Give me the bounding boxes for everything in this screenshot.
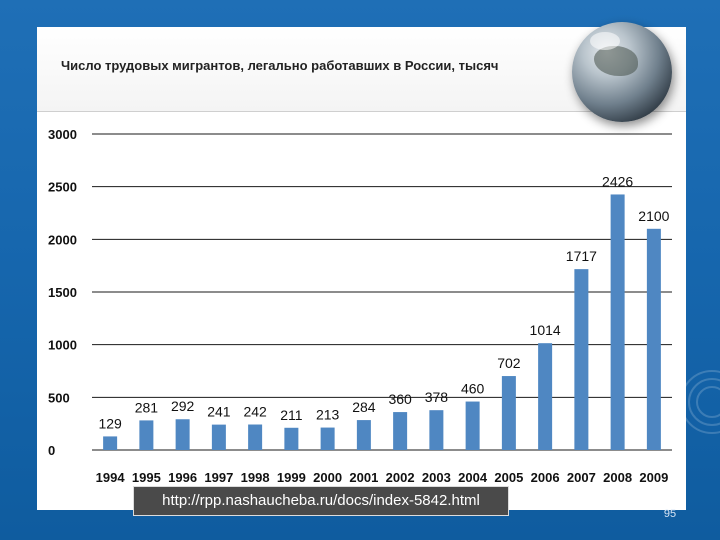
y-tick-label: 1500 (48, 285, 77, 300)
data-label: 702 (497, 355, 521, 371)
y-tick-label: 1000 (48, 338, 77, 353)
x-tick-label: 2003 (422, 470, 451, 485)
x-tick-label: 1995 (132, 470, 161, 485)
y-tick-label: 2500 (48, 180, 77, 195)
bar (356, 420, 371, 450)
bar (284, 427, 299, 450)
bar (429, 410, 444, 450)
bar (139, 420, 154, 450)
data-label: 1717 (566, 248, 597, 264)
x-tick-label: 2008 (603, 470, 632, 485)
data-label: 281 (135, 399, 159, 415)
x-tick-label: 1997 (204, 470, 233, 485)
x-tick-label: 2001 (349, 470, 378, 485)
chart-title: Число трудовых мигрантов, легально работ… (61, 58, 499, 73)
data-label: 1014 (530, 322, 561, 338)
y-tick-label: 500 (48, 390, 70, 405)
x-tick-label: 1998 (241, 470, 270, 485)
bar (538, 343, 553, 450)
y-tick-label: 3000 (48, 127, 77, 142)
page-number: 95 (663, 508, 677, 520)
x-tick-label: 1999 (277, 470, 306, 485)
bar (248, 424, 263, 450)
source-url-caption[interactable]: http://rpp.nashaucheba.ru/docs/index-584… (133, 486, 509, 516)
data-label: 360 (388, 391, 412, 407)
data-label: 211 (280, 407, 303, 423)
bar (211, 424, 226, 450)
x-tick-label: 1996 (168, 470, 197, 485)
globe-image (572, 22, 672, 122)
bar (393, 412, 408, 450)
bar (646, 228, 661, 450)
bar (501, 376, 516, 450)
bar (574, 269, 589, 450)
data-label: 129 (98, 415, 122, 431)
x-tick-label: 2002 (386, 470, 415, 485)
bar (320, 427, 335, 450)
x-tick-label: 1994 (96, 470, 126, 485)
data-label: 213 (316, 407, 340, 423)
data-label: 284 (352, 399, 376, 415)
data-label: 241 (207, 404, 231, 420)
bar (610, 194, 625, 450)
bar (175, 419, 190, 450)
decorative-swirl (696, 386, 720, 418)
x-tick-label: 2006 (531, 470, 560, 485)
x-tick-label: 2007 (567, 470, 596, 485)
data-label: 242 (243, 404, 267, 420)
data-label: 460 (461, 381, 485, 397)
data-label: 292 (171, 398, 195, 414)
data-label: 378 (425, 389, 449, 405)
y-tick-label: 0 (48, 443, 55, 458)
x-tick-label: 2004 (458, 470, 488, 485)
data-label: 2100 (638, 208, 669, 224)
bar (465, 401, 480, 450)
data-label: 2426 (602, 173, 633, 189)
x-tick-label: 2009 (639, 470, 668, 485)
x-tick-label: 2000 (313, 470, 342, 485)
bar (103, 436, 118, 450)
y-tick-label: 2000 (48, 232, 77, 247)
x-tick-label: 2005 (494, 470, 523, 485)
